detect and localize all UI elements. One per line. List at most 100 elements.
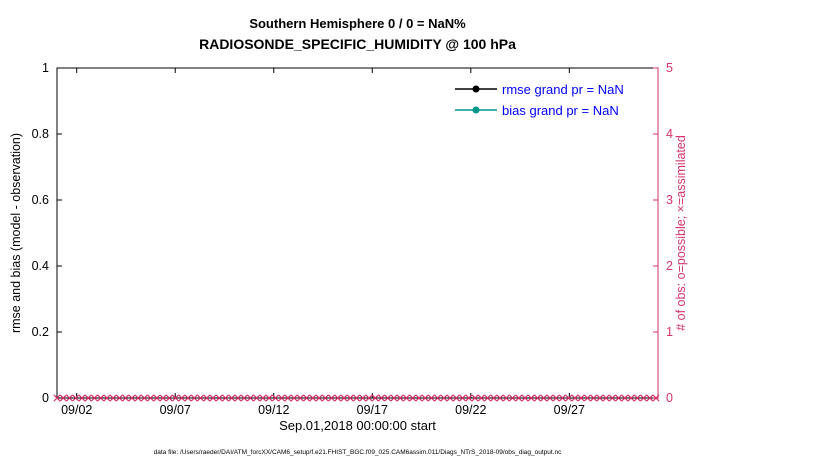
assimilated-obs-marker — [290, 394, 298, 402]
assimilated-obs-marker — [346, 394, 354, 402]
data-file-path: data file: /Users/raeder/DAI/ATM_forcXX/… — [153, 449, 562, 456]
assimilated-obs-marker — [53, 394, 61, 402]
assimilated-obs-marker — [608, 394, 616, 402]
assimilated-obs-marker — [65, 394, 74, 402]
y-tick-label-left: 0.2 — [32, 325, 49, 339]
assimilated-obs-marker — [490, 394, 498, 402]
y-axis-label-right: # of obs: o=possible; ×=assimilated — [674, 135, 688, 331]
x-tick-label: 09/22 — [455, 403, 486, 417]
y-tick-label-right: 3 — [666, 193, 673, 207]
y-tick-label-left: 0.6 — [32, 193, 49, 207]
assimilated-obs-marker — [396, 394, 404, 402]
x-tick-label: 09/12 — [258, 403, 289, 417]
assimilated-obs-marker — [196, 394, 205, 402]
assimilated-obs-marker — [284, 394, 292, 402]
assimilated-obs-marker — [633, 394, 641, 402]
assimilated-obs-marker — [415, 394, 423, 402]
assimilated-obs-marker — [402, 394, 410, 402]
assimilated-obs-marker — [221, 394, 230, 402]
x-tick-label: 09/07 — [160, 403, 191, 417]
assimilated-obs-marker — [590, 394, 598, 402]
assimilated-obs-marker — [278, 394, 286, 402]
assimilated-obs-marker — [115, 394, 123, 402]
assimilated-obs-marker — [390, 394, 398, 402]
assimilated-obs-marker — [184, 394, 192, 402]
assimilated-obs-marker — [153, 394, 161, 402]
assimilated-obs-marker — [477, 394, 485, 402]
assimilated-obs-marker — [371, 394, 379, 402]
assimilated-obs-marker — [571, 394, 579, 402]
assimilated-obs-marker — [409, 394, 417, 402]
y-tick-label-right: 5 — [666, 61, 673, 75]
assimilated-obs-marker — [465, 394, 473, 402]
assimilated-obs-marker — [109, 394, 117, 402]
assimilated-obs-marker — [440, 394, 448, 402]
assimilated-obs-marker — [365, 394, 373, 402]
chart-title-line1: Southern Hemisphere 0 / 0 = NaN% — [249, 16, 466, 31]
assimilated-obs-marker — [84, 394, 92, 402]
assimilated-obs-marker — [521, 394, 529, 402]
y-tick-label-right: 0 — [666, 391, 673, 405]
assimilated-obs-marker — [265, 394, 273, 402]
assimilated-obs-marker — [384, 394, 392, 402]
assimilated-obs-marker — [178, 394, 186, 402]
assimilated-obs-marker — [259, 394, 267, 402]
assimilated-obs-marker — [128, 394, 136, 402]
assimilated-obs-marker — [90, 394, 98, 402]
assimilated-obs-marker — [147, 394, 155, 402]
assimilated-obs-marker — [209, 394, 217, 402]
assimilated-obs-marker — [159, 394, 167, 402]
assimilated-obs-marker — [140, 394, 148, 402]
legend-label-bias: bias grand pr = NaN — [502, 103, 619, 118]
assimilated-obs-marker — [546, 394, 554, 402]
assimilated-obs-marker — [558, 394, 566, 402]
assimilated-obs-marker — [340, 394, 348, 402]
assimilated-obs-marker — [377, 394, 385, 402]
assimilated-obs-marker — [334, 394, 342, 402]
legend-sample-bias-marker — [472, 106, 480, 114]
y-tick-label-right: 2 — [666, 259, 673, 273]
assimilated-obs-marker — [253, 394, 261, 402]
assimilated-obs-marker — [583, 394, 591, 402]
assimilated-obs-marker — [103, 394, 111, 402]
assimilated-obs-marker — [165, 394, 173, 402]
assimilated-obs-marker — [627, 394, 635, 402]
assimilated-obs-marker — [508, 394, 517, 402]
assimilated-obs-marker — [59, 394, 67, 402]
assimilated-obs-marker — [502, 394, 510, 402]
x-tick-label: 09/17 — [357, 403, 388, 417]
y-tick-label-left: 0.4 — [32, 259, 49, 273]
assimilated-obs-marker — [427, 394, 435, 402]
x-tick-label: 09/02 — [61, 403, 92, 417]
y-tick-label-left: 0 — [42, 391, 49, 405]
assimilated-obs-marker — [602, 394, 610, 402]
assimilated-obs-marker — [78, 394, 86, 402]
assimilated-obs-marker — [190, 394, 198, 402]
assimilated-obs-marker — [315, 394, 323, 402]
assimilated-obs-marker — [640, 394, 648, 402]
assimilated-obs-marker — [540, 394, 548, 402]
assimilated-obs-marker — [134, 394, 142, 402]
assimilated-obs-marker — [203, 394, 211, 402]
assimilated-obs-marker — [309, 394, 317, 402]
assimilated-obs-marker — [240, 394, 248, 402]
y-tick-label-left: 0.8 — [32, 127, 49, 141]
y-axis-label-left: rmse and bias (model - observation) — [9, 132, 23, 334]
assimilated-obs-marker — [303, 394, 311, 402]
assimilated-obs-marker — [97, 394, 105, 402]
assimilated-obs-marker — [577, 394, 585, 402]
assimilated-obs-marker — [72, 394, 80, 402]
y-tick-label-right: 1 — [666, 325, 673, 339]
assimilated-obs-marker — [172, 394, 180, 402]
legend-label-rmse: rmse grand pr = NaN — [502, 82, 624, 97]
assimilated-obs-marker — [527, 394, 535, 402]
x-tick-label: 09/27 — [554, 403, 585, 417]
assimilated-obs-marker — [565, 394, 573, 402]
assimilated-obs-marker — [652, 394, 660, 402]
assimilated-obs-marker — [234, 394, 242, 402]
assimilated-obs-marker — [296, 394, 304, 402]
assimilated-obs-marker — [496, 394, 504, 402]
legend-sample-rmse-marker — [472, 85, 480, 93]
assimilated-obs-marker — [421, 394, 429, 402]
